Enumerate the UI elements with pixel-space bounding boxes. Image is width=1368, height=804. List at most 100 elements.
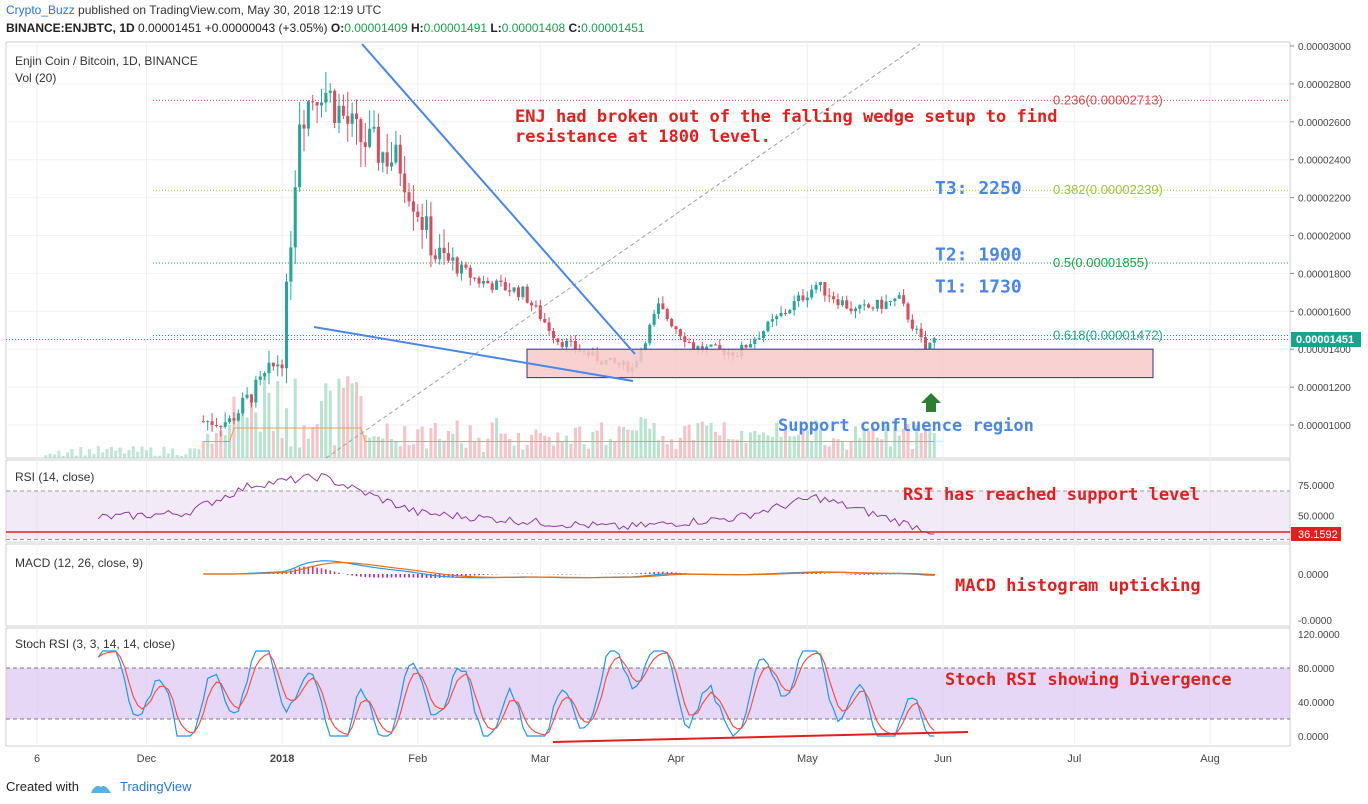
candle-body [748,344,752,348]
candle-body [311,101,315,103]
stoch-tick-label: 40.0000 [1298,698,1335,709]
volume-bar [284,408,289,458]
volume-bar [871,426,875,458]
fib-level-label: 0.382(0.00002239) [1053,182,1163,197]
price-axis[interactable]: 0.00003000 0.00002800 0.00002600 0.00002400… [1290,42,1351,432]
open-label: O: [330,21,345,35]
candle-body [845,300,849,309]
volume-bar [906,423,910,458]
volume-bar [416,429,420,458]
candle-body [766,321,770,332]
candle-body [775,316,779,320]
volume-bar [263,377,267,458]
volume-bar [499,433,503,458]
volume-bar [389,439,394,458]
volume-bar [578,426,582,458]
candle-body [853,308,858,312]
macd-axis: 0.0000 -0.0000 [1298,570,1332,627]
candle-body [543,319,547,323]
volume-bar [744,443,748,458]
volume-bar [656,440,661,458]
volume-bar [232,396,236,458]
volume-bar [560,441,564,458]
x-tick-label: Jun [934,753,952,765]
candle-body [648,324,652,344]
candle-body [753,339,757,345]
volume-bar [696,423,700,458]
tradingview-link[interactable]: TradingView [120,779,192,794]
candle-body [530,302,534,306]
time-axis[interactable]: 6 Dec 2018 Feb Mar Apr May Jun Jul Aug [34,753,1220,765]
volume-bar [96,446,100,458]
divergence-line [552,731,969,743]
candle-body [499,280,503,283]
volume-bar [442,440,446,458]
candle-body [691,342,696,350]
volume-bar [626,429,630,458]
candle-body [770,319,774,322]
volume-bar [853,426,858,458]
volume-bar [670,439,674,458]
volume-bar [551,445,556,458]
candle-body [547,322,551,332]
volume-bar [429,427,433,458]
wedge-upper-line [361,43,636,355]
author-link[interactable]: Crypto_Buzz [6,3,75,17]
volume-bar [691,440,696,458]
volume-bar [175,454,179,458]
volume-bar [928,427,932,458]
candle-body [718,345,722,349]
volume-bar [359,396,363,458]
support-zone [526,348,1154,379]
price-targets: T3: 2250 T2: 1900 T1: 1730 [935,178,1022,298]
candle-body [481,280,485,284]
candle-body [932,338,936,343]
symbol: BINANCE:ENJBTC, 1D [6,21,135,35]
main-title: Enjin Coin / Bitcoin, 1D, BINANCE [15,54,198,68]
volume-bar [788,436,792,458]
candle-body [490,283,494,290]
volume-bar [543,435,547,458]
volume-bar [92,453,96,458]
candle-body [827,295,831,297]
open-value: 0.00001409 [344,21,408,35]
volume-bar [665,444,669,458]
annotation-main-line-2: resistance at 1800 level. [515,127,771,147]
candle-body [709,344,713,347]
volume-bar [372,436,376,458]
price-tick-label: 0.00002200 [1298,194,1351,205]
volume-bar [648,428,652,458]
candle-body [403,173,407,193]
rsi-value-text: 36.1592 [1298,529,1338,541]
candle-body [363,142,367,147]
volume-bar [61,455,65,458]
candle-body [232,418,236,421]
volume-bar [495,418,499,458]
volume-bar [740,431,744,458]
candle-body [284,281,289,369]
x-tick-label: 6 [34,753,40,765]
candle-body [245,394,249,398]
volume-bar [66,452,70,458]
volume-bar [368,437,372,458]
volume-bar [630,430,634,458]
volume-bar [350,383,354,458]
volume-bar [477,437,481,458]
candle-body [319,102,324,106]
volume-bar [223,435,227,458]
candle-body [267,362,271,374]
volume-bar [700,421,704,458]
volume-bar [70,449,74,458]
volume-bar [403,426,407,458]
vertical-grid [36,42,1211,746]
candle-body [910,319,914,329]
x-tick-label: Jul [1067,753,1081,765]
candle-body [350,113,354,124]
volume-bar [718,435,722,458]
candle-body [862,304,866,306]
volume-bar [127,450,131,458]
volume-bar [604,444,608,458]
candle-body [525,286,529,303]
candle-body [565,340,569,347]
